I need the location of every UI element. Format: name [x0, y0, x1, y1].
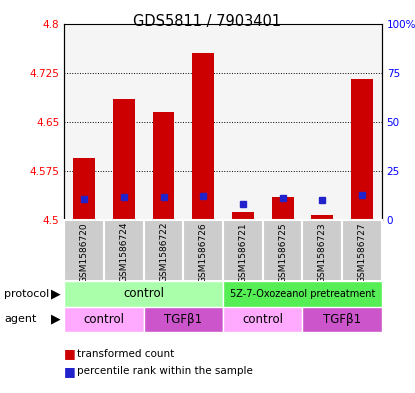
Text: ▶: ▶: [51, 287, 61, 300]
Text: control: control: [123, 287, 164, 300]
Text: 5Z-7-Oxozeanol pretreatment: 5Z-7-Oxozeanol pretreatment: [230, 289, 375, 299]
Bar: [64, 220, 104, 281]
Text: GSM1586726: GSM1586726: [199, 222, 208, 283]
Bar: [272, 197, 293, 220]
Bar: [311, 215, 333, 220]
Bar: [104, 220, 144, 281]
Text: protocol: protocol: [4, 289, 49, 299]
Text: ▶: ▶: [51, 313, 61, 326]
Bar: [64, 307, 144, 332]
Text: control: control: [83, 313, 124, 326]
Bar: [153, 112, 174, 220]
Text: GSM1586720: GSM1586720: [80, 222, 89, 283]
Text: GSM1586724: GSM1586724: [120, 222, 128, 283]
Text: TGFβ1: TGFβ1: [323, 313, 361, 326]
Text: GSM1586721: GSM1586721: [238, 222, 247, 283]
Bar: [183, 220, 223, 281]
Bar: [113, 99, 135, 220]
Text: GSM1586722: GSM1586722: [159, 222, 168, 283]
Bar: [223, 307, 303, 332]
Bar: [303, 307, 382, 332]
Bar: [144, 307, 223, 332]
Text: GSM1586723: GSM1586723: [318, 222, 327, 283]
Bar: [303, 220, 342, 281]
Text: ■: ■: [64, 347, 76, 360]
Bar: [223, 281, 382, 307]
Bar: [223, 220, 263, 281]
Text: GSM1586725: GSM1586725: [278, 222, 287, 283]
Text: agent: agent: [4, 314, 37, 324]
Text: TGFβ1: TGFβ1: [164, 313, 203, 326]
Text: percentile rank within the sample: percentile rank within the sample: [77, 366, 253, 376]
Text: GDS5811 / 7903401: GDS5811 / 7903401: [134, 14, 281, 29]
Bar: [351, 79, 373, 220]
Bar: [192, 53, 214, 220]
Text: ■: ■: [64, 365, 76, 378]
Bar: [144, 220, 183, 281]
Text: transformed count: transformed count: [77, 349, 174, 359]
Bar: [263, 220, 303, 281]
Bar: [232, 211, 254, 220]
Bar: [64, 281, 223, 307]
Text: control: control: [242, 313, 283, 326]
Text: GSM1586727: GSM1586727: [357, 222, 366, 283]
Bar: [342, 220, 382, 281]
Bar: [73, 158, 95, 220]
